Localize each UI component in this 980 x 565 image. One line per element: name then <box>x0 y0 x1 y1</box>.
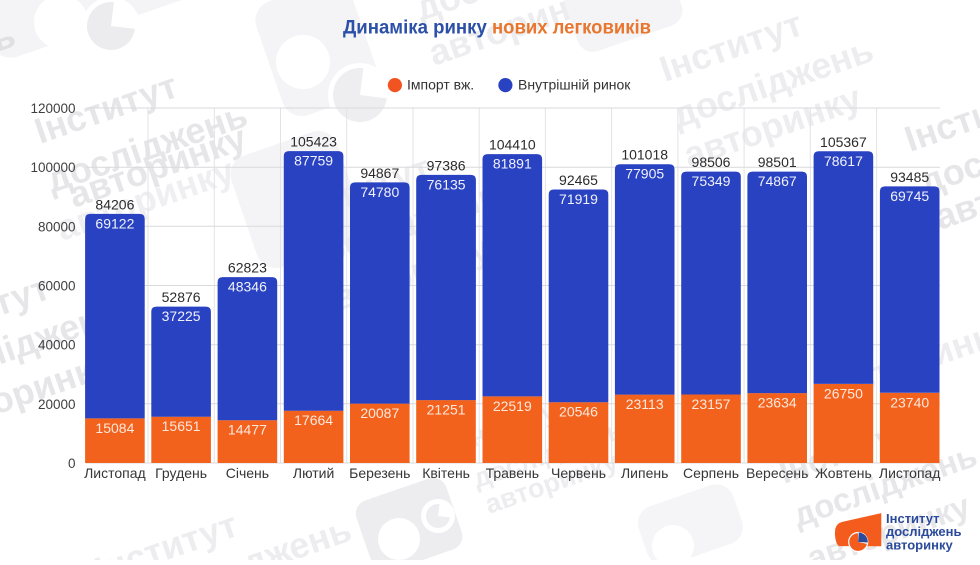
svg-text:101018: 101018 <box>621 147 668 163</box>
svg-text:Серпень: Серпень <box>683 465 739 481</box>
svg-text:14477: 14477 <box>228 422 267 438</box>
svg-text:Листопад: Листопад <box>879 465 941 481</box>
svg-text:досліджень: досліджень <box>886 524 962 539</box>
svg-text:23157: 23157 <box>692 396 731 412</box>
svg-text:52876: 52876 <box>162 289 201 305</box>
svg-text:69745: 69745 <box>890 188 929 204</box>
svg-text:74780: 74780 <box>360 184 399 200</box>
svg-text:20087: 20087 <box>360 405 399 421</box>
svg-text:69122: 69122 <box>95 215 134 231</box>
svg-text:Внутрішній ринок: Внутрішній ринок <box>518 77 631 93</box>
svg-text:Інститут: Інститут <box>886 511 940 526</box>
svg-text:26750: 26750 <box>824 385 863 401</box>
svg-text:71919: 71919 <box>559 191 598 207</box>
svg-text:Вересень: Вересень <box>746 465 809 481</box>
svg-text:23740: 23740 <box>890 394 929 410</box>
svg-text:74867: 74867 <box>758 173 797 189</box>
svg-text:78617: 78617 <box>824 153 863 169</box>
svg-text:15651: 15651 <box>162 418 201 434</box>
svg-text:80000: 80000 <box>38 219 76 234</box>
svg-text:22519: 22519 <box>493 398 532 414</box>
svg-text:23634: 23634 <box>758 395 797 411</box>
svg-text:98501: 98501 <box>758 154 797 170</box>
svg-text:87759: 87759 <box>294 153 333 169</box>
svg-text:77905: 77905 <box>625 166 664 182</box>
svg-text:Січень: Січень <box>226 465 269 481</box>
svg-text:Липень: Липень <box>621 465 668 481</box>
svg-text:105423: 105423 <box>290 134 337 150</box>
svg-text:120000: 120000 <box>30 101 75 116</box>
svg-text:23113: 23113 <box>626 396 664 412</box>
svg-text:84206: 84206 <box>95 196 134 212</box>
svg-text:0: 0 <box>68 456 76 471</box>
svg-text:авторинку: авторинку <box>886 537 953 552</box>
svg-text:Динаміка ринку нових легковикі: Динаміка ринку нових легковиків <box>343 17 651 39</box>
svg-text:94867: 94867 <box>360 165 399 181</box>
svg-text:81891: 81891 <box>493 156 532 172</box>
svg-text:20000: 20000 <box>38 397 76 412</box>
svg-text:100000: 100000 <box>30 160 75 175</box>
svg-text:97386: 97386 <box>427 157 466 173</box>
svg-text:105367: 105367 <box>820 134 867 150</box>
svg-text:Лютий: Лютий <box>293 465 334 481</box>
svg-text:37225: 37225 <box>162 308 201 324</box>
svg-text:Квітень: Квітень <box>422 465 470 481</box>
svg-text:98506: 98506 <box>692 154 731 170</box>
svg-text:40000: 40000 <box>38 338 76 353</box>
svg-text:Імпорт вж.: Імпорт вж. <box>407 77 474 93</box>
svg-text:Грудень: Грудень <box>155 465 207 481</box>
svg-text:Травень: Травень <box>486 465 539 481</box>
svg-text:62823: 62823 <box>228 260 267 276</box>
svg-text:Листопад: Листопад <box>84 465 146 481</box>
svg-text:15084: 15084 <box>95 420 134 436</box>
svg-text:17664: 17664 <box>294 412 333 428</box>
svg-text:Жовтень: Жовтень <box>815 465 872 481</box>
svg-text:92465: 92465 <box>559 172 598 188</box>
svg-text:60000: 60000 <box>38 279 76 294</box>
svg-text:75349: 75349 <box>692 173 731 189</box>
svg-text:48346: 48346 <box>228 279 267 295</box>
svg-text:93485: 93485 <box>890 169 929 185</box>
svg-text:20546: 20546 <box>559 404 598 420</box>
svg-text:Березень: Березень <box>349 465 410 481</box>
svg-text:104410: 104410 <box>489 137 536 153</box>
svg-text:76135: 76135 <box>427 176 466 192</box>
svg-text:Червень: Червень <box>551 465 606 481</box>
svg-text:21251: 21251 <box>427 402 466 418</box>
